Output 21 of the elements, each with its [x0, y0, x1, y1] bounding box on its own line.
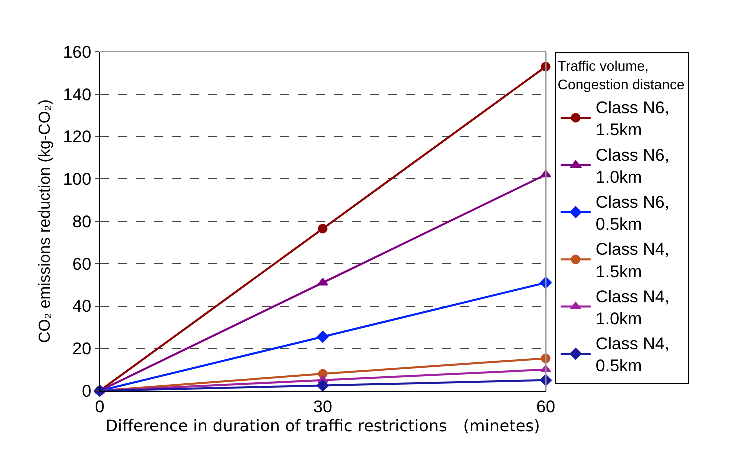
y-tick-label: 20	[72, 340, 92, 359]
legend-label: Class N4, 0.5km	[596, 334, 670, 376]
y-tick-label: 140	[63, 85, 92, 104]
legend-label: Class N6, 0.5km	[596, 192, 670, 234]
y-tick-label: 40	[72, 297, 92, 316]
x-axis-title: Difference in duration of traffic restrictions (minetes)	[106, 416, 540, 436]
y-tick-label: 120	[63, 128, 92, 147]
y-tick-label: 100	[63, 170, 92, 190]
x-tick-label: 0	[95, 397, 105, 416]
legend-label: Class N6, 1.5km	[596, 98, 670, 140]
y-tick-label: 80	[72, 212, 92, 232]
x-tick-label: 60	[536, 397, 556, 416]
y-tick-label: 160	[63, 42, 92, 62]
x-tick-label: 30	[314, 397, 332, 416]
legend-label: Class N4, 1.5km	[596, 240, 670, 282]
y-tick-label: 60	[72, 254, 92, 274]
y-axis-title: CO₂ emissions reduction (kg-CO₂)	[37, 100, 54, 344]
legend-label: Class N4, 1.0km	[596, 287, 670, 328]
legend-label: Class N6, 1.0km	[596, 146, 670, 187]
legend-title: Traffic volume, Congestion distance	[558, 58, 685, 92]
y-tick-label: 0	[82, 382, 92, 401]
